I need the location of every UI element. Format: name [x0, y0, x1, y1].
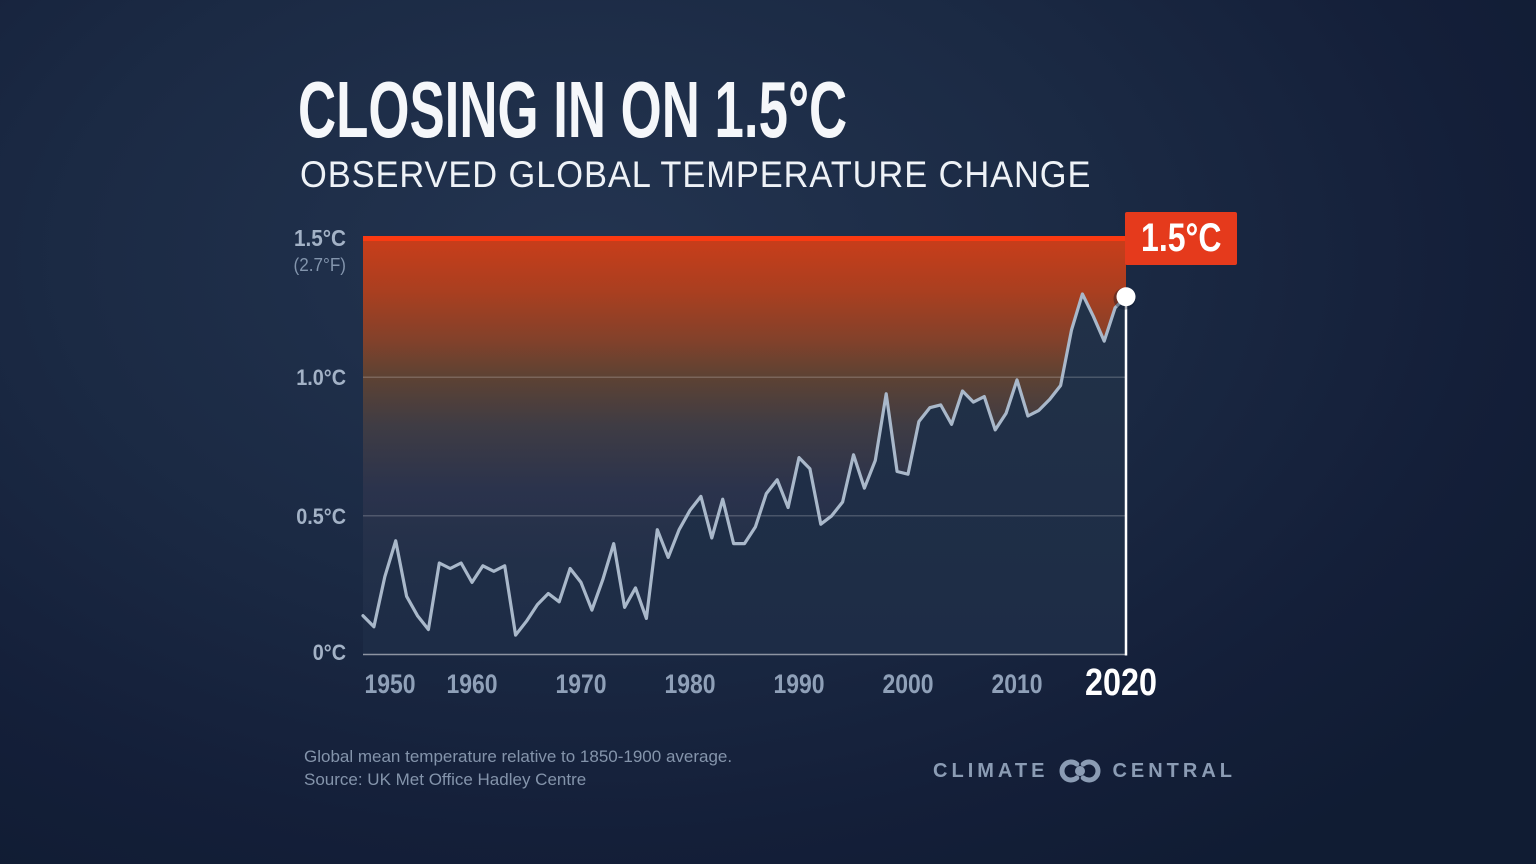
x-tick-label-2020: 2020 [1085, 662, 1157, 704]
end-point-dot [1116, 287, 1136, 307]
threshold-badge-label: 1.5°C [1140, 216, 1222, 260]
threshold-fahrenheit-label: (2.7°F) [293, 255, 346, 275]
footnote-line-2: Source: UK Met Office Hadley Centre [304, 770, 587, 789]
temperature-line [361, 292, 1128, 637]
warming-gradient-area [363, 239, 1126, 636]
y-tick-label-1.0°C: 1.0°C [296, 365, 346, 391]
threshold-badge: 1.5°C [1125, 212, 1237, 265]
x-tick-label-2010: 2010 [991, 669, 1043, 699]
y-axis-threshold-label: 1.5°C (2.7°F) [196, 225, 346, 276]
x-tick-label-1970: 1970 [555, 669, 607, 699]
y-tick-label-0.5°C: 0.5°C [296, 503, 346, 529]
climate-central-logo: CLIMATE CENTRAL [933, 758, 1236, 784]
y-tick-label-0°C: 0°C [312, 639, 346, 665]
x-tick-label-1950: 1950 [364, 669, 416, 699]
x-tick-label-2000: 2000 [882, 669, 934, 699]
page-title: CLOSING IN ON 1.5°C [298, 65, 848, 154]
logo-text-climate: CLIMATE [933, 759, 1049, 782]
page-subtitle: OBSERVED GLOBAL TEMPERATURE CHANGE [300, 154, 1092, 195]
threshold-celsius-label: 1.5°C [293, 225, 346, 251]
logo-text-central: CENTRAL [1112, 759, 1236, 782]
x-tick-label-1960: 1960 [446, 669, 498, 699]
x-tick-label-1990: 1990 [773, 669, 825, 699]
footnote-line-1: Global mean temperature relative to 1850… [304, 747, 733, 766]
x-tick-label-1980: 1980 [664, 669, 716, 699]
climate-central-logo-icon [1060, 759, 1101, 783]
